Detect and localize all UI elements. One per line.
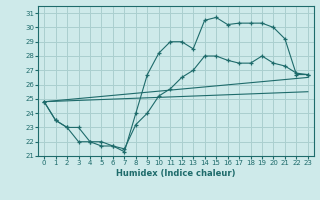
X-axis label: Humidex (Indice chaleur): Humidex (Indice chaleur) [116,169,236,178]
